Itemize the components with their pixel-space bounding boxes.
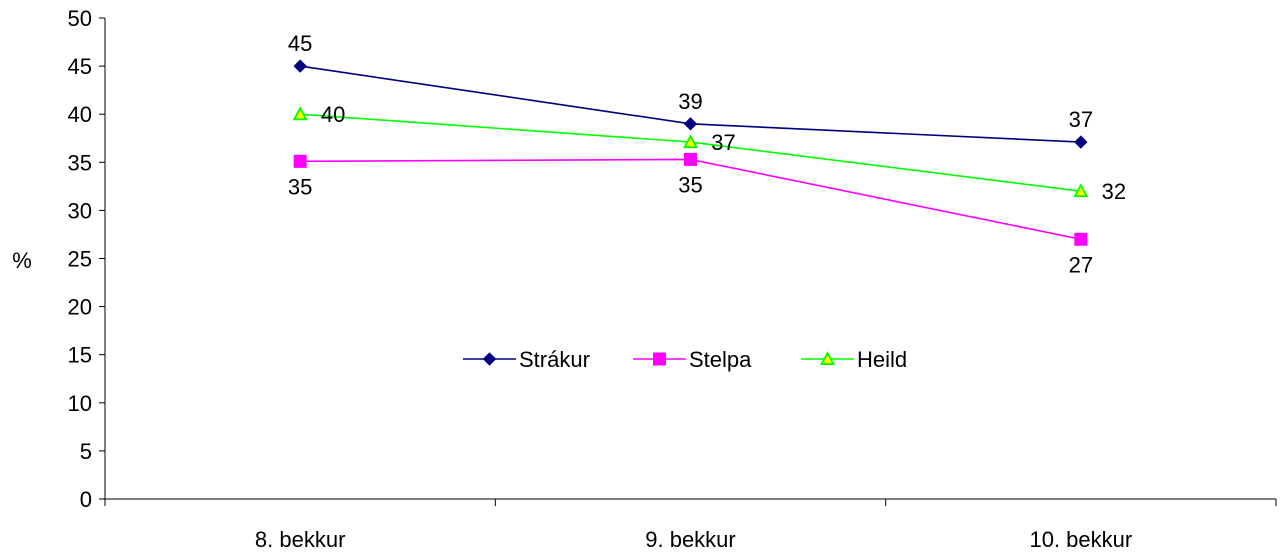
data-label-strkur: 39 [678,89,702,114]
data-point-stelpa [684,152,697,166]
y-tick-label: 5 [80,439,92,464]
legend-label-strkur: Strákur [519,347,590,372]
series-layer: 45 39 37 35 35 27 40 37 32 [288,31,1126,277]
series-line-stelpa [300,158,1081,241]
data-point-strkur [683,117,698,131]
y-tick-label: 25 [68,247,92,272]
y-tick-label: 35 [68,150,92,175]
legend-label-heild: Heild [857,347,907,372]
y-tick-label: 40 [68,102,92,127]
data-point-strkur [1074,135,1088,149]
data-label-stelpa: 35 [678,172,702,197]
x-tick-label: 9. bekkur [645,527,736,552]
series-heild: 40 37 32 [292,102,1126,204]
data-point-heild [1073,183,1089,198]
legend-marker-heild [819,351,836,366]
x-tick-label: 10. bekkur [1029,527,1132,552]
data-label-stelpa: 35 [288,174,312,199]
data-label-heild: 37 [711,130,735,155]
data-label-strkur: 45 [288,31,312,56]
y-tick-label: 50 [68,6,92,31]
data-label-stelpa: 27 [1069,252,1093,277]
series-strkur: 45 39 37 [288,31,1093,149]
legend: Strákur Stelpa Heild [463,347,907,372]
x-ticks: 8. bekkur 9. bekkur 10. bekkur [104,499,1277,552]
data-point-heild [682,134,699,149]
data-label-strkur: 37 [1069,107,1093,132]
y-tick-label: 45 [68,54,92,79]
y-tick-label: 15 [68,343,92,368]
legend-marker-stelpa [653,352,666,366]
data-point-stelpa [1074,232,1088,246]
y-tick-label: 0 [80,487,92,512]
y-tick-label: 30 [68,198,92,223]
data-point-stelpa [293,154,307,168]
y-ticks: 0 5 10 15 20 25 30 35 40 45 50 [68,6,105,512]
y-tick-label: 20 [68,295,92,320]
legend-marker-strkur [482,352,497,366]
y-tick-label: 10 [68,391,92,416]
data-point-heild [292,106,308,121]
data-label-heild: 40 [321,102,345,127]
legend-label-stelpa: Stelpa [689,347,752,372]
y-axis-title: % [12,248,32,273]
series-stelpa: 35 35 27 [288,152,1093,277]
data-label-heild: 32 [1102,179,1126,204]
data-point-strkur [293,59,307,73]
x-tick-label: 8. bekkur [255,527,346,552]
